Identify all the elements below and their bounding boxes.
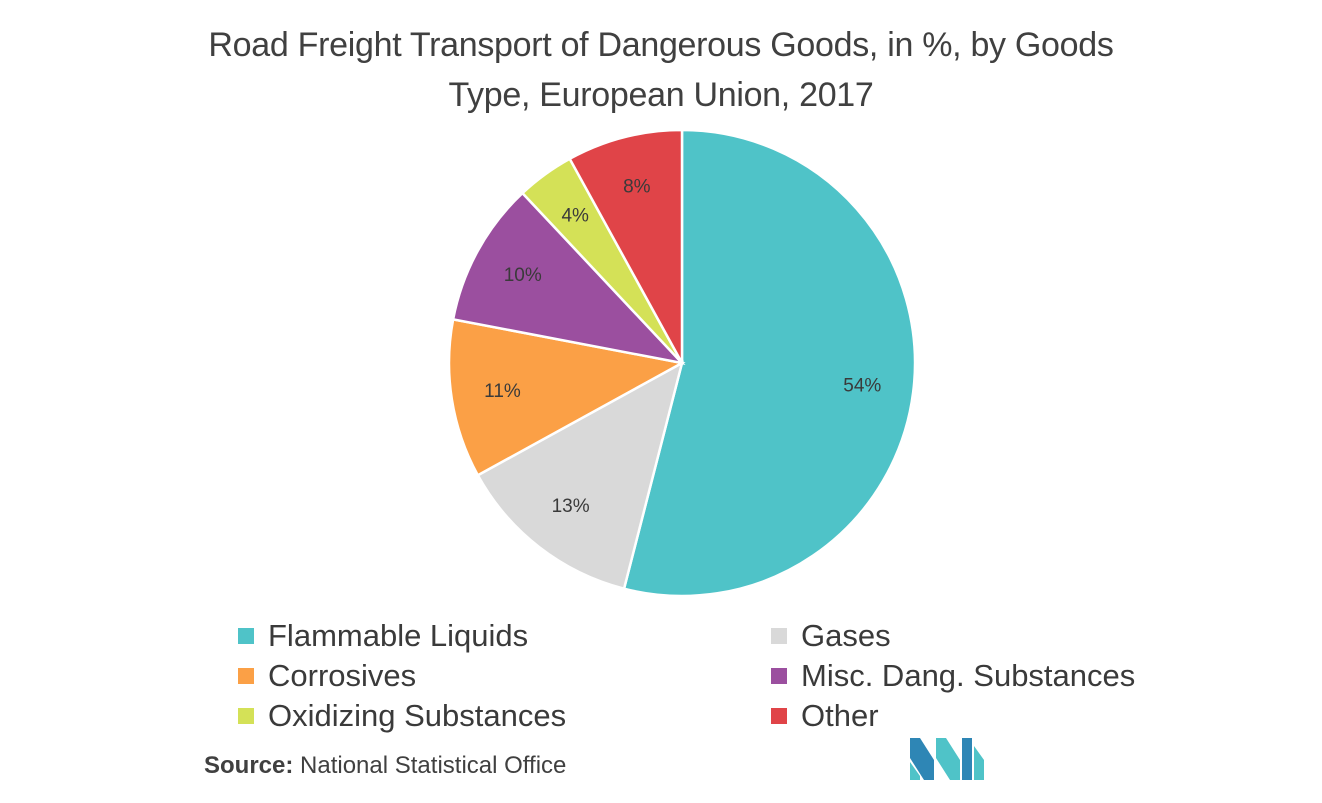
- pie-slice-gases: [476, 360, 684, 591]
- legend-label: Oxidizing Substances: [268, 698, 567, 733]
- pie-slice-corrosives: [447, 317, 686, 477]
- legend-label: Flammable Liquids: [268, 618, 529, 653]
- pie-slice-misc-dang-substances: [451, 191, 686, 365]
- legend-label: Misc. Dang. Substances: [801, 658, 1136, 693]
- legend-swatch: [238, 668, 254, 684]
- legend-label: Gases: [801, 618, 891, 653]
- chart-title: Road Freight Transport of Dangerous Good…: [61, 20, 1261, 120]
- legend-swatch: [771, 668, 787, 684]
- slice-label-flammable-liquids: 54%: [843, 375, 881, 396]
- legend-item-other: Other: [771, 696, 879, 736]
- pie-slice-flammable-liquids: [622, 128, 917, 598]
- legend-item-corrosives: Corrosives: [238, 656, 416, 696]
- source-prefix: Source:: [204, 752, 294, 779]
- legend-swatch: [238, 708, 254, 724]
- legend-label: Corrosives: [268, 658, 417, 693]
- legend-item-flammable-liquids: Flammable Liquids: [238, 616, 528, 656]
- pie-slice-other: [568, 128, 684, 364]
- source-text: National Statistical Office: [300, 752, 567, 779]
- chart-title-line-2: Type, European Union, 2017: [448, 76, 874, 114]
- legend-item-oxidizing-substances: Oxidizing Substances: [238, 696, 566, 736]
- source-note: Source: National Statistical Office: [204, 752, 566, 780]
- slice-label-gases: 13%: [552, 496, 590, 517]
- legend-swatch: [771, 628, 787, 644]
- slice-label-oxidizing-substances: 4%: [561, 205, 589, 226]
- legend-item-misc-dang-substances: Misc. Dang. Substances: [771, 656, 1135, 696]
- slice-label-misc-dang-substances: 10%: [504, 265, 542, 286]
- legend-label: Other: [801, 698, 879, 733]
- mordor-intelligence-logo-icon: [910, 738, 984, 780]
- chart-title-line-1: Road Freight Transport of Dangerous Good…: [208, 26, 1114, 64]
- slice-label-corrosives: 11%: [484, 381, 521, 402]
- legend-swatch: [771, 708, 787, 724]
- legend-swatch: [238, 628, 254, 644]
- slice-label-other: 8%: [623, 176, 651, 197]
- legend-item-gases: Gases: [771, 616, 891, 656]
